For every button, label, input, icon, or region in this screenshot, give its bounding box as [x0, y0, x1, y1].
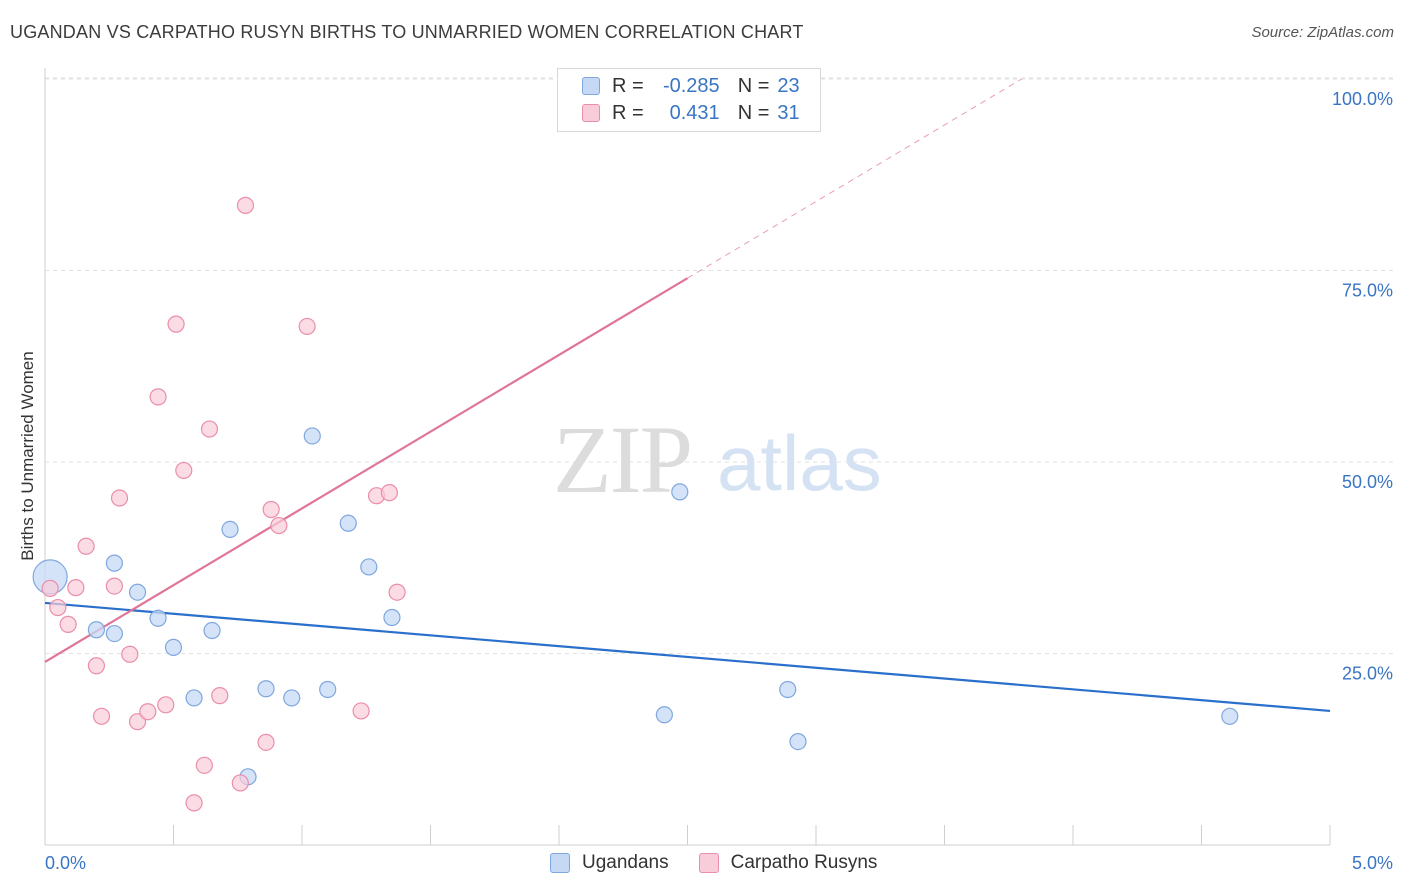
trend-line-rusyns — [44, 277, 689, 663]
legend-r-label: R = — [612, 101, 644, 124]
legend-n-label: N = — [737, 101, 770, 124]
tick-labels: 25.0% 50.0% 75.0% 100.0% 0.0% 5.0% — [45, 89, 1393, 873]
point-rusyns — [128, 713, 147, 731]
point-rusyns — [149, 388, 167, 406]
point-ugandans — [789, 732, 807, 751]
point-ugandans — [383, 608, 401, 627]
point-rusyns — [87, 657, 106, 675]
point-ugandans — [779, 680, 797, 699]
point-rusyns — [185, 794, 203, 812]
gridlines — [45, 77, 1393, 654]
point-ugandans — [149, 609, 167, 627]
point-ugandans — [303, 427, 321, 445]
point-ugandans — [87, 621, 106, 639]
y-tick-label: 50.0% — [1342, 472, 1393, 492]
bottom-legend: Ugandans Carpatho Rusyns — [550, 852, 907, 874]
y-tick-label: 75.0% — [1342, 281, 1393, 301]
bottom-legend-ugandans: Ugandans — [550, 852, 669, 874]
legend-row-ugandans: R = -0.285 N = 23 — [582, 73, 800, 99]
point-rusyns — [298, 317, 316, 336]
point-rusyns — [59, 615, 77, 633]
chart-title: UGANDAN VS CARPATHO RUSYN BIRTHS TO UNMA… — [10, 22, 804, 42]
watermark: ZIP atlas — [553, 406, 882, 513]
legend-r-value: -0.285 — [662, 74, 720, 97]
point-rusyns — [270, 516, 288, 535]
point-rusyns — [139, 703, 157, 721]
legend-swatch-rusyns — [582, 104, 600, 122]
legend: R = -0.285 N = 23 R = 0.431 N = 31 — [557, 68, 821, 132]
point-ugandans — [283, 689, 301, 707]
trend-lines — [44, 78, 1331, 713]
point-ugandans — [339, 514, 357, 532]
legend-n-label: N = — [737, 74, 770, 97]
point-rusyns — [231, 774, 249, 792]
point-rusyns — [211, 687, 229, 705]
legend-row-rusyns: R = 0.431 N = 31 — [582, 100, 800, 126]
point-ugandans — [221, 520, 239, 539]
ugandans-swatch — [550, 853, 570, 873]
axes — [44, 68, 1331, 846]
point-rusyns — [41, 579, 59, 597]
legend-swatch-ugandans — [582, 77, 600, 95]
watermark-atlas: atlas — [717, 419, 882, 507]
point-rusyns — [121, 645, 139, 663]
point-rusyns — [105, 577, 123, 595]
point-rusyns — [352, 702, 370, 720]
y-tick-label: 25.0% — [1342, 664, 1393, 684]
point-rusyns — [49, 598, 67, 617]
point-rusyns — [388, 583, 406, 601]
legend-r-label: R = — [612, 74, 644, 97]
point-ugandans — [164, 638, 183, 656]
watermark-zip: ZIP — [553, 406, 691, 513]
point-rusyns — [195, 756, 213, 774]
point-rusyns — [67, 579, 85, 597]
point-ugandans — [319, 680, 337, 699]
legend-n-value: 31 — [777, 101, 800, 124]
point-rusyns — [157, 696, 175, 714]
point-ugandans — [655, 706, 673, 724]
point-ugandans — [105, 624, 123, 643]
point-rusyns — [110, 489, 129, 507]
trend-line-ugandans — [44, 601, 1331, 713]
point-rusyns — [262, 500, 280, 519]
point-rusyns — [92, 707, 111, 725]
legend-n-value: 23 — [777, 74, 800, 97]
trend-extension-rusyns — [687, 78, 1022, 279]
point-ugandans — [128, 583, 147, 601]
source-label: Source: ZipAtlas.com — [1251, 24, 1394, 41]
point-rusyns — [236, 196, 255, 214]
point-ugandans — [203, 621, 221, 640]
point-ugandans — [360, 558, 378, 576]
point-rusyns — [200, 420, 219, 438]
point-ugandans — [257, 680, 275, 698]
point-rusyns — [257, 733, 275, 751]
point-ugandans — [1221, 707, 1239, 725]
point-rusyns — [380, 484, 398, 502]
y-tick-label: 100.0% — [1332, 89, 1393, 109]
rusyns-label: Carpatho Rusyns — [730, 852, 878, 873]
legend-r-value: 0.431 — [669, 101, 720, 124]
point-rusyns — [77, 537, 95, 555]
y-axis-label: Births to Unmarried Women — [18, 351, 37, 560]
x-tick-label: 0.0% — [45, 853, 86, 873]
rusyns-swatch — [698, 853, 719, 873]
ugandans-label: Ugandans — [582, 852, 669, 873]
point-ugandans — [105, 554, 123, 572]
point-ugandans — [185, 689, 203, 707]
bottom-legend-rusyns: Carpatho Rusyns — [698, 852, 878, 874]
point-rusyns — [175, 461, 193, 480]
data-points — [32, 196, 1239, 812]
point-ugandans — [671, 483, 689, 501]
x-tick-label: 5.0% — [1352, 853, 1393, 873]
point-rusyns — [167, 315, 185, 333]
